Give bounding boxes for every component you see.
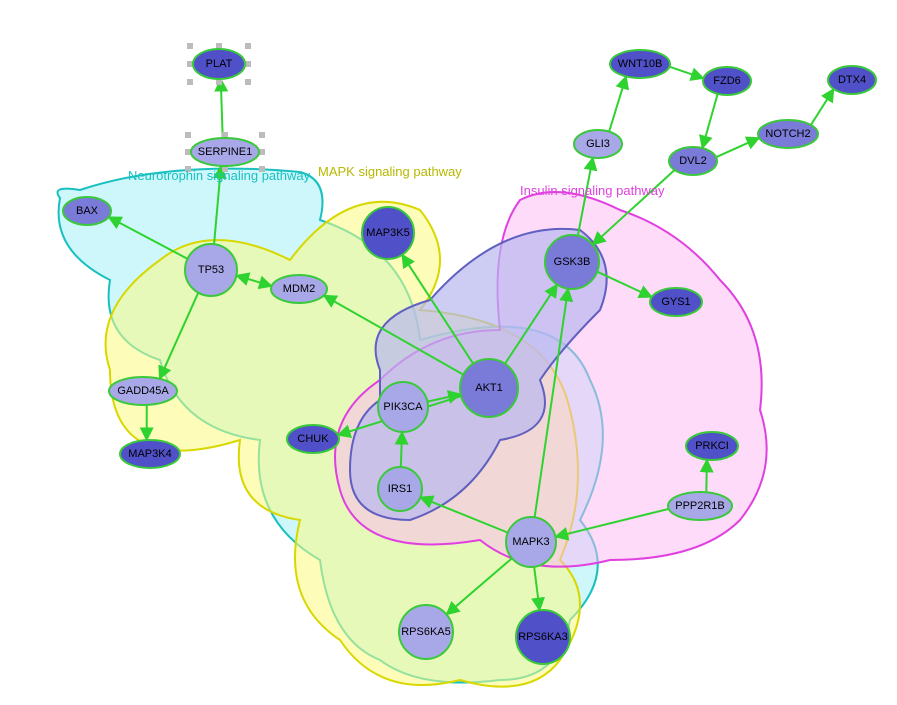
edge-NOTCH2-DTX4 [811, 89, 834, 125]
node-shape[interactable] [610, 50, 670, 78]
node-RPS6KA3[interactable]: RPS6KA3 [516, 610, 570, 664]
node-PPP2R1B[interactable]: PPP2R1B [668, 492, 732, 520]
node-GLI3[interactable]: GLI3 [574, 130, 622, 158]
node-shape[interactable] [516, 610, 570, 664]
node-PRKCI[interactable]: PRKCI [686, 432, 738, 460]
pathway-label-mapk: MAPK signaling pathway [318, 164, 462, 179]
selection-handle[interactable] [245, 79, 251, 85]
node-GYS1[interactable]: GYS1 [650, 288, 702, 316]
node-PLAT[interactable]: PLAT [187, 43, 251, 85]
node-shape[interactable] [545, 235, 599, 289]
node-shape[interactable] [399, 605, 453, 659]
node-shape[interactable] [378, 467, 422, 511]
node-NOTCH2[interactable]: NOTCH2 [758, 120, 818, 148]
edge-SERPINE1-PLAT [221, 79, 223, 138]
selection-handle[interactable] [185, 132, 191, 138]
node-GADD45A[interactable]: GADD45A [109, 377, 177, 405]
node-MDM2[interactable]: MDM2 [271, 275, 327, 303]
node-shape[interactable] [287, 425, 339, 453]
node-DTX4[interactable]: DTX4 [828, 66, 876, 94]
selection-handle[interactable] [259, 166, 265, 172]
node-shape[interactable] [193, 49, 245, 79]
node-shape[interactable] [120, 440, 180, 468]
node-shape[interactable] [506, 517, 556, 567]
node-MAPK3[interactable]: MAPK3 [506, 517, 556, 567]
edge-GLI3-WNT10B [609, 76, 626, 131]
selection-handle[interactable] [187, 79, 193, 85]
node-shape[interactable] [669, 147, 717, 175]
node-shape[interactable] [828, 66, 876, 94]
node-shape[interactable] [63, 197, 111, 225]
node-DVL2[interactable]: DVL2 [669, 147, 717, 175]
node-TP53[interactable]: TP53 [185, 244, 237, 296]
node-IRS1[interactable]: IRS1 [378, 467, 422, 511]
edge-DVL2-NOTCH2 [716, 138, 759, 157]
node-MAP3K5[interactable]: MAP3K5 [362, 207, 414, 259]
node-FZD6[interactable]: FZD6 [703, 67, 751, 95]
node-PIK3CA[interactable]: PIK3CA [378, 382, 428, 432]
node-BAX[interactable]: BAX [63, 197, 111, 225]
node-AKT1[interactable]: AKT1 [460, 359, 518, 417]
selection-handle[interactable] [185, 166, 191, 172]
node-shape[interactable] [668, 492, 732, 520]
node-SERPINE1[interactable]: SERPINE1 [185, 132, 265, 172]
node-shape[interactable] [191, 138, 259, 166]
node-shape[interactable] [574, 130, 622, 158]
node-shape[interactable] [650, 288, 702, 316]
node-CHUK[interactable]: CHUK [287, 425, 339, 453]
selection-handle[interactable] [187, 43, 193, 49]
node-shape[interactable] [271, 275, 327, 303]
edge-PPP2R1B-PRKCI [706, 460, 707, 493]
network-diagram[interactable]: PLAT SERPINE1 BAX TP53 MDM2 MAP3K5 GADD45A MAP3… [0, 0, 897, 705]
node-shape[interactable] [758, 120, 818, 148]
node-GSK3B[interactable]: GSK3B [545, 235, 599, 289]
node-WNT10B[interactable]: WNT10B [610, 50, 670, 78]
node-shape[interactable] [378, 382, 428, 432]
node-shape[interactable] [109, 377, 177, 405]
node-shape[interactable] [460, 359, 518, 417]
node-shape[interactable] [686, 432, 738, 460]
node-MAP3K4[interactable]: MAP3K4 [120, 440, 180, 468]
node-shape[interactable] [185, 244, 237, 296]
edge-FZD6-DVL2 [702, 94, 717, 148]
selection-handle[interactable] [245, 43, 251, 49]
node-RPS6KA5[interactable]: RPS6KA5 [399, 605, 453, 659]
selection-handle[interactable] [259, 132, 265, 138]
edge-WNT10B-FZD6 [669, 67, 703, 79]
edge-IRS1-PIK3CA [401, 432, 402, 467]
node-shape[interactable] [703, 67, 751, 95]
node-shape[interactable] [362, 207, 414, 259]
